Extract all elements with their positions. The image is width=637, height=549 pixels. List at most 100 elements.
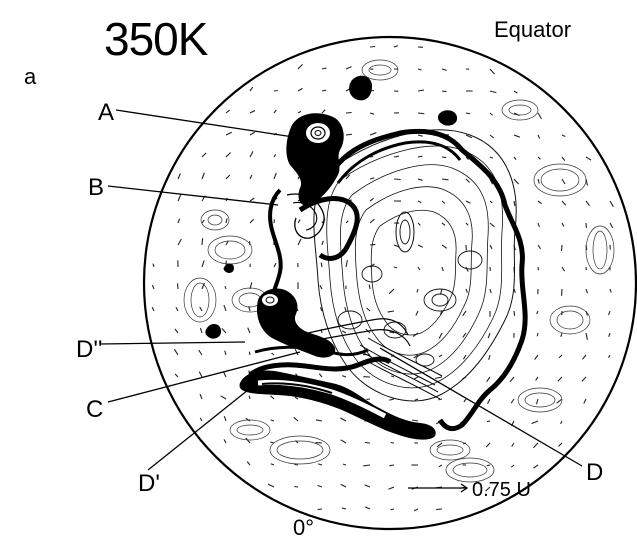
wind-vector bbox=[174, 373, 179, 378]
wind-vector bbox=[533, 464, 539, 469]
wind-vector bbox=[363, 464, 371, 467]
wind-vector bbox=[608, 354, 611, 358]
background-contour bbox=[517, 387, 563, 413]
wind-vector bbox=[249, 151, 254, 158]
wind-vector bbox=[199, 306, 203, 312]
wind-vector bbox=[609, 222, 614, 229]
wind-vector bbox=[513, 310, 516, 316]
background-contour bbox=[269, 435, 331, 465]
wind-vector bbox=[537, 178, 540, 184]
wind-vector bbox=[585, 288, 589, 294]
wind-vector bbox=[608, 310, 611, 316]
wind-vector bbox=[531, 420, 539, 425]
wind-vector bbox=[345, 260, 348, 268]
wind-vector bbox=[462, 332, 467, 338]
wind-vector bbox=[489, 200, 493, 204]
wind-vector bbox=[489, 90, 497, 94]
wind-vector bbox=[513, 288, 516, 293]
wind-vector bbox=[293, 416, 299, 422]
wind-vector bbox=[225, 109, 230, 114]
wind-vector bbox=[417, 222, 421, 226]
label-d-prime: D' bbox=[138, 470, 160, 497]
wind-vector bbox=[201, 172, 205, 180]
background-contour bbox=[585, 225, 615, 275]
label-c: C bbox=[86, 396, 104, 423]
wind-vector bbox=[489, 288, 492, 294]
background-contour bbox=[200, 209, 230, 231]
wind-vector bbox=[225, 174, 231, 180]
diagram-interior bbox=[151, 45, 615, 512]
wind-vector bbox=[270, 441, 275, 444]
wind-vector bbox=[342, 375, 347, 378]
wind-vector bbox=[248, 395, 251, 400]
wind-vector bbox=[248, 351, 251, 356]
wind-vector bbox=[513, 134, 520, 138]
wind-vector bbox=[438, 464, 443, 468]
wind-vector bbox=[560, 244, 563, 252]
background-contour bbox=[540, 168, 580, 192]
wind-vector bbox=[249, 110, 256, 114]
feature-d-flow bbox=[359, 337, 443, 400]
panel-letter: a bbox=[24, 64, 37, 89]
wind-vector bbox=[173, 348, 179, 356]
background-contour bbox=[501, 99, 539, 121]
wind-vector bbox=[558, 442, 563, 447]
wind-vector bbox=[389, 331, 395, 334]
wind-vector bbox=[417, 200, 422, 204]
wind-vector bbox=[151, 284, 155, 290]
wind-vector bbox=[417, 112, 425, 115]
wind-vector bbox=[273, 262, 277, 268]
wind-vector bbox=[225, 131, 233, 136]
wind-vector bbox=[249, 174, 253, 180]
wind-vector bbox=[294, 396, 299, 400]
wind-vector bbox=[513, 156, 517, 160]
wind-vector bbox=[583, 398, 587, 404]
wind-vector bbox=[485, 442, 491, 448]
wind-vector bbox=[438, 354, 443, 358]
wind-vector bbox=[435, 376, 443, 379]
wind-vector bbox=[561, 266, 566, 272]
wind-vector bbox=[175, 306, 179, 312]
wind-vector bbox=[273, 172, 277, 180]
wind-vector bbox=[177, 173, 181, 180]
wind-vector bbox=[560, 420, 563, 425]
wind-vector bbox=[201, 282, 205, 290]
wind-vector bbox=[297, 87, 303, 92]
background-contour bbox=[524, 392, 556, 408]
main-boundary-contour bbox=[327, 128, 528, 432]
wind-vector bbox=[441, 266, 444, 272]
background-contour bbox=[445, 457, 495, 483]
wind-vector bbox=[294, 348, 299, 356]
wind-vector bbox=[417, 155, 423, 158]
wind-vector bbox=[221, 328, 227, 334]
background-contour bbox=[207, 235, 253, 265]
wind-vector bbox=[488, 354, 491, 360]
wind-vector bbox=[201, 219, 205, 224]
wind-vector bbox=[510, 464, 515, 468]
wind-vector bbox=[340, 417, 347, 422]
wind-vector bbox=[369, 177, 375, 180]
wind-vector bbox=[441, 244, 448, 249]
wind-vector bbox=[345, 133, 352, 136]
background-contour bbox=[436, 444, 464, 456]
wind-vector bbox=[486, 464, 491, 467]
label-d-double-prime: D'' bbox=[76, 336, 103, 363]
wind-vector bbox=[393, 266, 398, 269]
polar-boundary-circle bbox=[142, 35, 637, 531]
wind-vector bbox=[513, 178, 520, 185]
wind-vector bbox=[364, 484, 371, 488]
wind-vector bbox=[465, 288, 468, 293]
wind-vector bbox=[151, 306, 155, 312]
background-contour bbox=[556, 310, 584, 330]
wind-vector bbox=[489, 68, 496, 75]
wind-vector bbox=[201, 152, 207, 158]
scale-arrow bbox=[408, 483, 469, 493]
wind-vector bbox=[537, 134, 541, 139]
wind-vector bbox=[413, 376, 419, 380]
wind-vector bbox=[415, 310, 419, 316]
wind-vector bbox=[223, 304, 227, 312]
wind-vector bbox=[511, 442, 515, 447]
wind-vector bbox=[340, 483, 347, 488]
wind-vector bbox=[315, 419, 323, 422]
